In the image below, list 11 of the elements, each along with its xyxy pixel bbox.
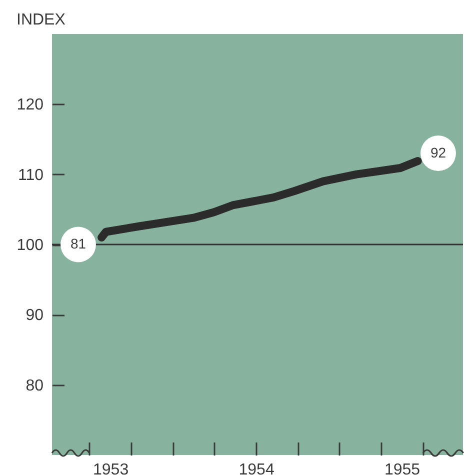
- annotation: 81: [70, 236, 86, 252]
- y-axis-title: INDEX: [16, 12, 66, 28]
- y-tick-label: 90: [26, 307, 44, 324]
- x-tick-label: 1953: [93, 462, 129, 475]
- y-tick-label: 110: [18, 166, 44, 184]
- annotation: 92: [430, 144, 446, 160]
- y-tick-label: 120: [16, 96, 44, 114]
- y-tick-label: 100: [16, 237, 44, 254]
- y-tick-label: 80: [26, 377, 44, 394]
- x-tick-label: 1954: [238, 462, 274, 475]
- x-tick-label: 1955: [384, 462, 420, 475]
